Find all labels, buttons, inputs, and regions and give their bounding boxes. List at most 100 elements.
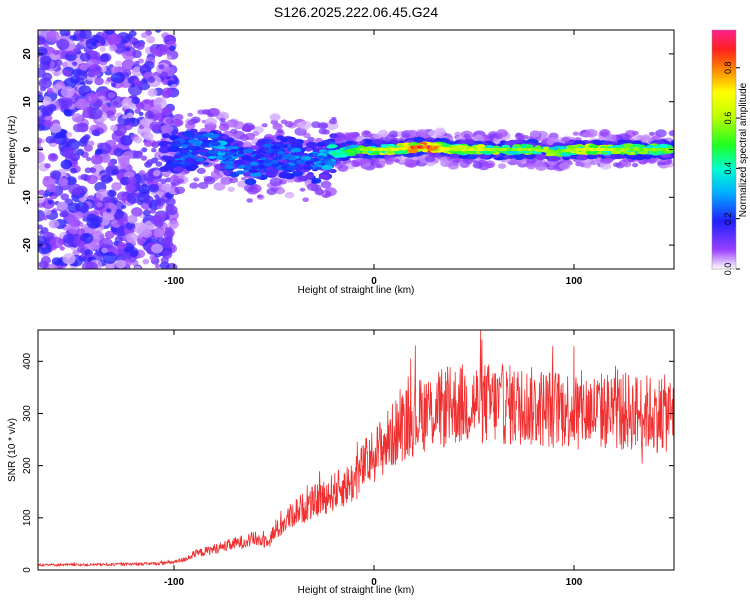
heatmap-cell [271,150,279,154]
heatmap-cell [504,141,513,146]
heatmap-cell [237,180,248,188]
heatmap-cell [138,111,144,117]
heatmap-cell [412,136,425,144]
heatmap-cell [270,145,281,150]
heatmap-cell [219,150,226,153]
heatmap-cell [269,177,283,187]
heatmap-cell [434,137,442,143]
heatmap-cell [56,201,68,211]
heatmap-cell [222,135,229,140]
heatmap-cell [312,152,319,156]
heatmap-cell [63,109,72,117]
heatmap-cell [224,164,235,170]
heatmap-cell [526,162,536,170]
heatmap-cell [271,142,279,146]
heatmap-cell [220,176,233,185]
heatmap-cell [146,159,154,166]
heatmap-cell [506,150,519,156]
heatmap-cell [497,163,507,169]
heatmap-cell [47,199,53,204]
heatmap-cell [513,153,525,161]
heatmap-cell [191,150,199,154]
heatmap-cell [371,151,380,155]
heatmap-cell [44,119,54,128]
heatmap-cell [168,219,179,229]
heatmap-cell [559,162,571,170]
heatmap-cell [156,44,170,56]
heatmap-cell [236,153,245,157]
heatmap-cell [603,145,609,149]
heatmap-cell [86,213,98,223]
heatmap-cell [100,174,113,184]
heatmap-cell [327,144,338,149]
heatmap-cell [324,160,337,166]
colorbar: 0.0 0.2 0.4 0.6 0.8 Normalized spectral ampl… [711,29,749,275]
heatmap-cell [106,33,122,46]
heatmap-cell [54,59,63,67]
heatmap-cell [418,129,428,136]
heatmap-cell [104,230,115,239]
heatmap-cell [199,151,207,156]
heatmap-cell [612,162,620,168]
heatmap-cell [329,133,339,139]
heatmap-cell [141,229,153,238]
heatmap-cell [107,190,116,198]
heatmap-cell [641,136,653,144]
heatmap-cell [162,106,172,114]
heatmap-cell [526,157,537,165]
heatmap-cell [241,154,252,161]
heatmap-cell [223,160,234,165]
heatmap-cell [143,195,154,205]
heatmap-cell [169,134,179,141]
heatmap-cell [272,164,279,168]
heatmap-cell [322,129,330,135]
heatmap-cell [125,47,131,52]
heatmap-cell [257,139,268,146]
heatmap-cell [109,44,118,52]
heatmap-cell [176,159,183,163]
heatmap-cell [38,114,46,125]
heatmap-cell [269,113,281,121]
heatmap-cell [169,147,181,153]
heatmap-cell [75,70,88,81]
heatmap-cell [204,117,217,127]
heatmap-cell [241,140,252,149]
heatmap-cell [206,108,220,117]
heatmap-cell [107,91,116,99]
heatmap-cell [125,221,136,230]
heatmap-cell [109,196,119,204]
y-tick-label: -20 [22,237,33,252]
heatmap-cell [305,141,318,149]
heatmap-cell [98,36,106,43]
y-tick-label: 0 [22,567,33,573]
heatmap-cell [496,129,509,138]
heatmap-cell [49,236,64,249]
heatmap-cell [143,60,155,70]
spectrogram-heatmap [38,30,674,269]
heatmap-cell [118,157,130,167]
heatmap-cell [126,214,138,224]
heatmap-cell [337,164,349,172]
heatmap-cell [41,106,54,117]
heatmap-cell [43,208,52,216]
heatmap-cell [617,133,631,142]
heatmap-cell [160,238,174,249]
heatmap-cell [131,207,143,217]
heatmap-cell [72,61,78,66]
heatmap-cell [134,265,142,269]
heatmap-cell [314,188,325,196]
heatmap-cell [535,162,548,171]
heatmap-cell [515,132,522,137]
heatmap-cell [115,259,127,269]
heatmap-cell [244,132,255,141]
heatmap-cell [91,129,100,137]
heatmap-cell [249,171,262,178]
heatmap-cell [320,180,332,189]
heatmap-cell [243,148,254,154]
heatmap-cell [257,194,263,198]
heatmap-cell [53,71,60,77]
heatmap-cell [52,49,60,56]
heatmap-cell [133,136,143,144]
